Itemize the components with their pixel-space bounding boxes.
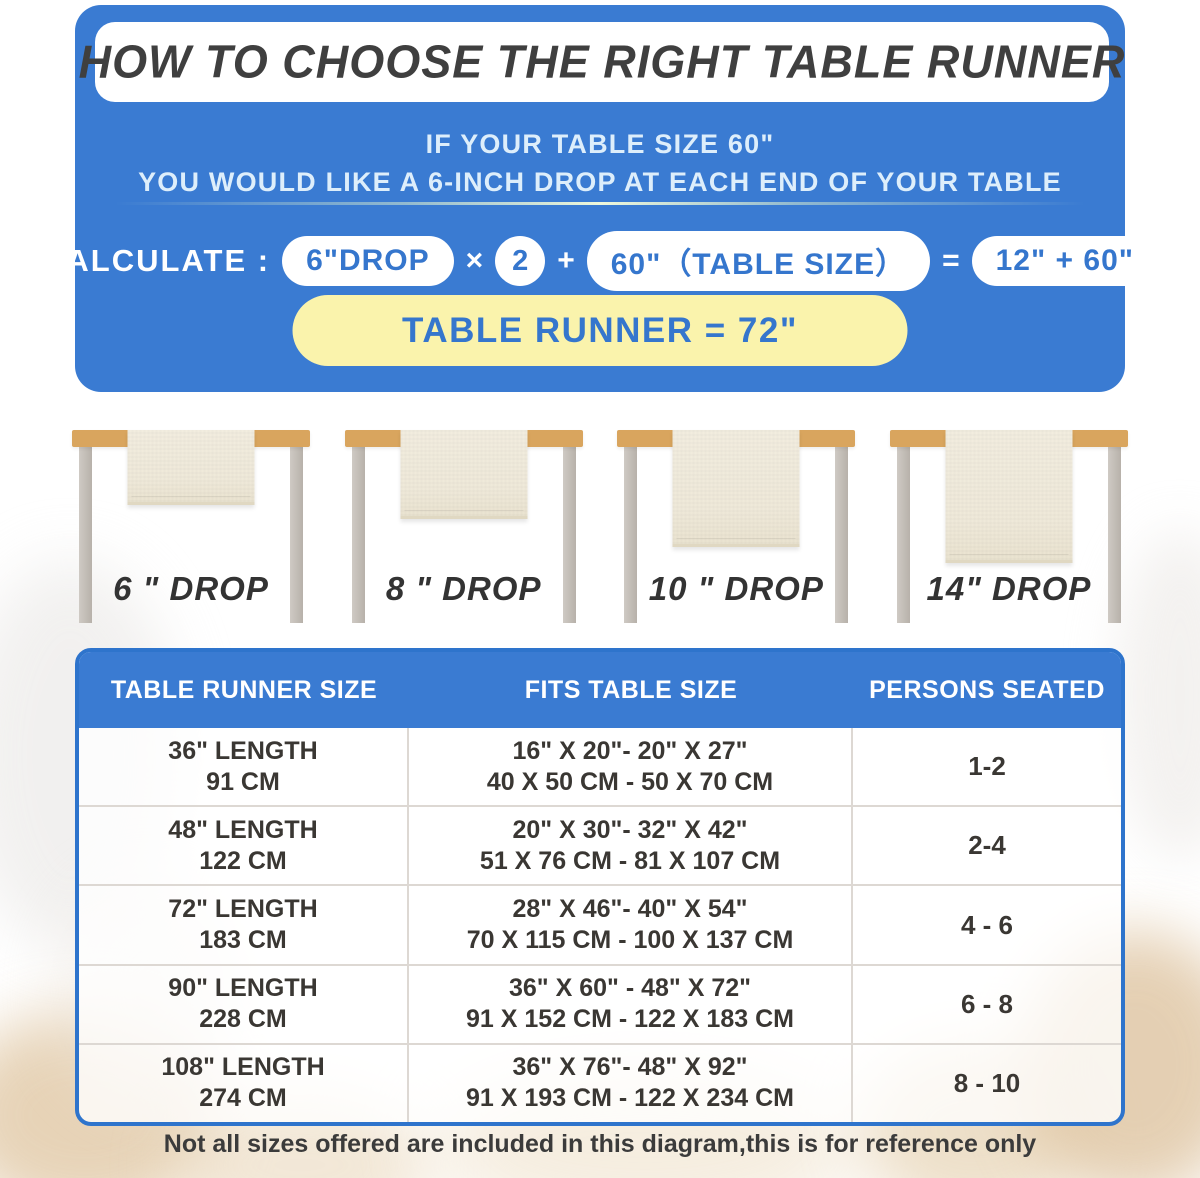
persons-cell: 8 - 10	[853, 1045, 1121, 1122]
fits-cm: 91 X 193 CM - 122 X 234 CM	[466, 1084, 794, 1113]
drop-figure-14in: 14" DROP	[889, 425, 1128, 640]
persons-count: 2-4	[968, 830, 1006, 861]
table-row: 90" LENGTH 228 CM 36" X 60" - 48" X 72" …	[79, 965, 1121, 1045]
size-cm: 91 CM	[206, 767, 280, 796]
fits-cm: 70 X 115 CM - 100 X 137 CM	[466, 926, 794, 954]
size-cm: 274 CM	[199, 1084, 287, 1113]
table-leg	[562, 447, 576, 623]
persons-count: 1-2	[968, 751, 1006, 782]
table-size-pill: 60"（TABLE SIZE）	[586, 231, 931, 291]
runner-size-cell: 72" LENGTH 183 CM	[79, 886, 409, 964]
table-leg	[1107, 447, 1121, 623]
divider-glow-line	[115, 202, 1085, 205]
drop-value-pill: 6"DROP	[282, 236, 454, 286]
size-chart-header: TABLE RUNNER SIZE FITS TABLE SIZE PERSON…	[79, 652, 1121, 728]
fits-inches: 20" X 30"- 32" X 42"	[512, 815, 748, 844]
title-box: HOW TO CHOOSE THE RIGHT TABLE RUNNER	[79, 22, 1124, 102]
size-chart: TABLE RUNNER SIZE FITS TABLE SIZE PERSON…	[75, 648, 1125, 1126]
fits-inches: 36" X 76"- 48" X 92"	[512, 1053, 748, 1082]
header-banner: HOW TO CHOOSE THE RIGHT TABLE RUNNER IF …	[42, 5, 1158, 392]
table-row: 72" LENGTH 183 CM 28" X 46"- 40" X 54" 7…	[79, 886, 1121, 966]
drop-label: 6 " DROP	[113, 570, 269, 607]
subtitle: IF YOUR TABLE SIZE 60" YOU WOULD LIKE A …	[75, 125, 1125, 201]
plus-sign: +	[557, 244, 575, 277]
persons-cell: 6 - 8	[853, 966, 1121, 1043]
table-row: 36" LENGTH 91 CM 16" X 20"- 20" X 27" 40…	[79, 728, 1121, 808]
fits-size-cell: 20" X 30"- 32" X 42" 51 X 76 CM - 81 X 1…	[409, 807, 853, 885]
multiplier-circle: 2	[495, 236, 546, 286]
fits-inches: 36" X 60" - 48" X 72"	[509, 974, 751, 1003]
table-runner-cloth	[127, 430, 255, 505]
drop-label: 10 " DROP	[648, 570, 824, 607]
fits-inches: 28" X 46"- 40" X 54"	[512, 895, 748, 923]
size-inches: 90" LENGTH	[168, 974, 318, 1003]
drop-figure-6in: 6 " DROP	[72, 425, 310, 640]
persons-cell: 1-2	[853, 728, 1121, 805]
persons-cell: 4 - 6	[853, 886, 1121, 963]
runner-result-pill: TABLE RUNNER = 72"	[292, 295, 908, 366]
fits-size-cell: 36" X 60" - 48" X 72" 91 X 152 CM - 122 …	[409, 965, 853, 1043]
fits-cm: 40 X 50 CM - 50 X 70 CM	[486, 767, 774, 796]
subtitle-line1: IF YOUR TABLE SIZE 60"	[425, 129, 775, 159]
persons-cell: 2-4	[853, 807, 1121, 884]
size-chart-body: 36" LENGTH 91 CM 16" X 20"- 20" X 27" 40…	[79, 728, 1121, 1122]
drop-figure-8in: 8 " DROP	[344, 425, 583, 640]
drop-examples: 6 " DROP 8 " DROP 10 " DROP 14" DROP	[72, 425, 1128, 640]
persons-count: 8 - 10	[953, 1067, 1021, 1098]
table-row: 48" LENGTH 122 CM 20" X 30"- 32" X 42" 5…	[79, 807, 1121, 887]
reference-footnote: Not all sizes offered are included in th…	[163, 1130, 1037, 1158]
size-inches: 36" LENGTH	[168, 736, 318, 765]
persons-count: 4 - 6	[960, 909, 1014, 940]
table-runner-cloth	[400, 430, 528, 519]
fits-inches: 16" X 20"- 20" X 27"	[512, 736, 748, 765]
fits-size-cell: 16" X 20"- 20" X 27" 40 X 50 CM - 50 X 7…	[409, 728, 853, 806]
header-runner-size: TABLE RUNNER SIZE	[110, 675, 378, 704]
size-cm: 183 CM	[199, 926, 287, 954]
sum-pill: 12" + 60"	[971, 236, 1158, 286]
runner-size-cell: 90" LENGTH 228 CM	[79, 965, 409, 1043]
table-leg	[624, 447, 638, 623]
runner-result-text: TABLE RUNNER = 72"	[402, 310, 798, 350]
table-runner-cloth	[672, 430, 800, 547]
size-inches: 72" LENGTH	[168, 895, 318, 923]
equals-sign: =	[942, 244, 960, 277]
page-title: HOW TO CHOOSE THE RIGHT TABLE RUNNER	[78, 34, 1126, 88]
drop-label: 14" DROP	[926, 570, 1092, 607]
persons-count: 6 - 8	[960, 988, 1014, 1019]
table-leg	[290, 447, 303, 623]
drop-label: 8 " DROP	[385, 570, 542, 607]
times-sign: ×	[465, 244, 484, 277]
fits-cm: 51 X 76 CM - 81 X 107 CM	[479, 846, 781, 875]
subtitle-line2: YOU WOULD LIKE A 6-INCH DROP AT EACH END…	[138, 167, 1062, 197]
runner-size-cell: 36" LENGTH 91 CM	[79, 728, 409, 806]
size-inches: 48" LENGTH	[168, 815, 318, 844]
runner-size-cell: 48" LENGTH 122 CM	[79, 807, 409, 885]
size-cm: 228 CM	[199, 1005, 287, 1034]
size-cm: 122 CM	[199, 846, 287, 875]
fits-size-cell: 28" X 46"- 40" X 54" 70 X 115 CM - 100 X…	[409, 886, 853, 964]
drop-figure-10in: 10 " DROP	[617, 425, 856, 640]
table-leg	[896, 447, 910, 623]
table-leg	[351, 447, 365, 623]
fits-cm: 91 X 152 CM - 122 X 183 CM	[466, 1005, 794, 1034]
header-persons-seated: PERSONS SEATED	[869, 675, 1105, 704]
calculation-row: CALCULATE : 6"DROP × 2 + 60"（TABLE SIZE）…	[42, 231, 1158, 291]
size-inches: 108" LENGTH	[161, 1053, 325, 1082]
runner-size-cell: 108" LENGTH 274 CM	[79, 1044, 409, 1122]
table-row: 108" LENGTH 274 CM 36" X 76"- 48" X 92" …	[79, 1044, 1121, 1122]
table-leg	[79, 447, 92, 623]
table-leg	[835, 447, 849, 623]
fits-size-cell: 36" X 76"- 48" X 92" 91 X 193 CM - 122 X…	[409, 1044, 853, 1122]
header-fits-table-size: FITS TABLE SIZE	[524, 675, 738, 704]
table-runner-cloth	[945, 430, 1073, 563]
calculate-label: CALCULATE :	[42, 243, 271, 278]
